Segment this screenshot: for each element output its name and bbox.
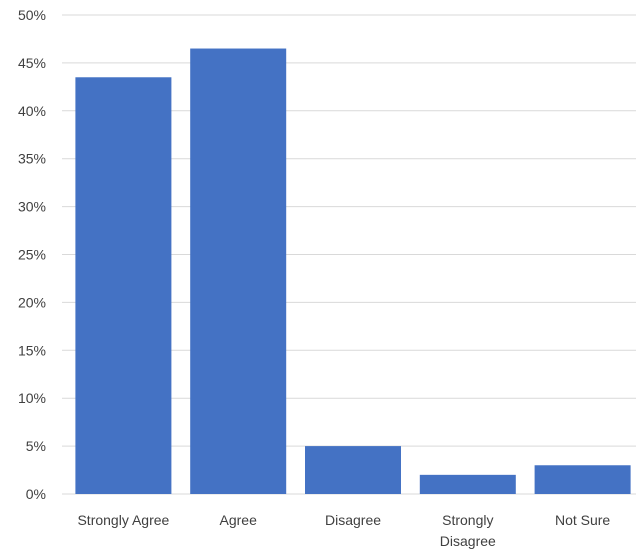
y-tick-label: 10% bbox=[18, 390, 46, 406]
y-tick-label: 15% bbox=[18, 342, 46, 358]
y-tick-label: 30% bbox=[18, 199, 46, 215]
y-tick-label: 0% bbox=[26, 486, 46, 502]
x-category-label: Strongly bbox=[442, 512, 493, 528]
bar bbox=[190, 48, 287, 494]
y-tick-label: 40% bbox=[18, 103, 46, 119]
x-category-label: Agree bbox=[220, 512, 258, 528]
y-tick-label: 35% bbox=[18, 151, 46, 167]
x-axis-category-labels: Strongly Agree Agree Disagree Strongly Disag… bbox=[77, 512, 610, 549]
y-axis-tick-labels: 0% 5% 10% 15% 20% 25% 30% 35% 40% 45% 50% bbox=[18, 7, 46, 502]
bar bbox=[75, 77, 172, 495]
x-category-label: Disagree bbox=[440, 533, 496, 549]
bar bbox=[305, 446, 401, 494]
bar bbox=[534, 465, 631, 494]
bar bbox=[419, 474, 516, 494]
bars bbox=[75, 48, 631, 495]
y-tick-label: 45% bbox=[18, 55, 46, 71]
y-tick-label: 50% bbox=[18, 7, 46, 23]
y-tick-label: 5% bbox=[26, 438, 46, 454]
y-tick-label: 25% bbox=[18, 247, 46, 263]
y-tick-label: 20% bbox=[18, 294, 46, 310]
x-category-label: Not Sure bbox=[555, 512, 610, 528]
x-category-label: Strongly Agree bbox=[77, 512, 169, 528]
x-category-label: Disagree bbox=[325, 512, 381, 528]
